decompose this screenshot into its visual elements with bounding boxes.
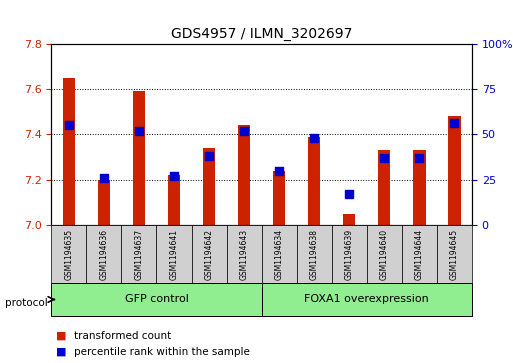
Point: [205, 153, 213, 159]
Text: GSM1194638: GSM1194638: [310, 229, 319, 280]
FancyBboxPatch shape: [86, 225, 122, 283]
FancyBboxPatch shape: [122, 225, 156, 283]
FancyBboxPatch shape: [227, 225, 262, 283]
Bar: [133, 91, 145, 225]
Text: transformed count: transformed count: [74, 331, 172, 341]
Text: GSM1194634: GSM1194634: [274, 229, 284, 280]
Text: GSM1194645: GSM1194645: [450, 229, 459, 280]
Point: [450, 121, 459, 126]
Point: [65, 122, 73, 128]
Text: GSM1194636: GSM1194636: [100, 229, 108, 280]
Text: GSM1194643: GSM1194643: [240, 229, 249, 280]
Text: protocol: protocol: [5, 298, 48, 308]
Title: GDS4957 / ILMN_3202697: GDS4957 / ILMN_3202697: [171, 27, 352, 41]
Point: [240, 128, 248, 134]
Text: GSM1194641: GSM1194641: [169, 229, 179, 280]
Text: GSM1194642: GSM1194642: [205, 229, 213, 280]
FancyBboxPatch shape: [402, 225, 437, 283]
FancyBboxPatch shape: [297, 225, 332, 283]
Bar: [63, 78, 75, 225]
Text: GSM1194640: GSM1194640: [380, 229, 389, 280]
FancyBboxPatch shape: [437, 225, 472, 283]
Bar: [168, 175, 180, 225]
Bar: [98, 180, 110, 225]
Point: [380, 155, 388, 161]
Bar: [343, 214, 356, 225]
Bar: [238, 125, 250, 225]
Point: [135, 128, 143, 134]
Point: [170, 173, 178, 179]
Text: GFP control: GFP control: [125, 294, 188, 305]
FancyBboxPatch shape: [262, 283, 472, 316]
Text: GSM1194635: GSM1194635: [64, 229, 73, 280]
Point: [275, 168, 283, 174]
FancyBboxPatch shape: [332, 225, 367, 283]
Text: ■: ■: [56, 347, 67, 357]
Text: GSM1194637: GSM1194637: [134, 229, 144, 280]
Text: GSM1194639: GSM1194639: [345, 229, 354, 280]
Text: ■: ■: [56, 331, 67, 341]
Point: [415, 155, 423, 161]
FancyBboxPatch shape: [156, 225, 191, 283]
FancyBboxPatch shape: [367, 225, 402, 283]
Text: percentile rank within the sample: percentile rank within the sample: [74, 347, 250, 357]
FancyBboxPatch shape: [51, 283, 262, 316]
Text: FOXA1 overexpression: FOXA1 overexpression: [304, 294, 429, 305]
Text: GSM1194644: GSM1194644: [415, 229, 424, 280]
Bar: [308, 136, 320, 225]
FancyBboxPatch shape: [191, 225, 227, 283]
Bar: [413, 150, 425, 225]
Bar: [448, 116, 461, 225]
FancyBboxPatch shape: [262, 225, 297, 283]
Point: [345, 191, 353, 197]
Point: [310, 135, 318, 141]
Bar: [378, 150, 390, 225]
Point: [100, 175, 108, 181]
FancyBboxPatch shape: [51, 225, 86, 283]
Bar: [203, 148, 215, 225]
Bar: [273, 171, 285, 225]
